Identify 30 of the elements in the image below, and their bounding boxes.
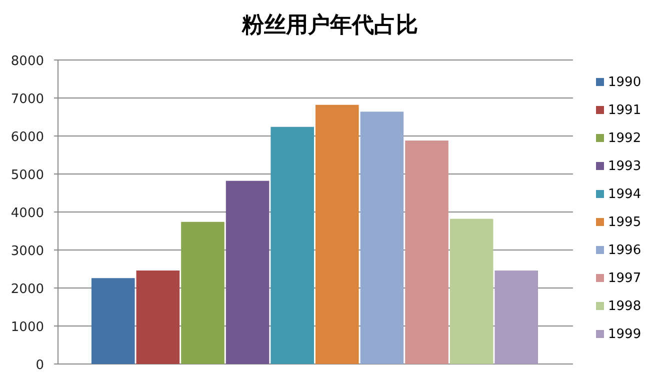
- bar: [316, 104, 359, 364]
- y-tick-label: 7000: [10, 92, 44, 107]
- legend-label: 1990: [608, 75, 642, 90]
- legend-label: 1995: [608, 215, 642, 230]
- legend-label: 1996: [608, 243, 642, 258]
- bar: [360, 112, 404, 364]
- legend-label: 1992: [608, 131, 642, 146]
- bar: [91, 278, 135, 364]
- bar: [405, 140, 448, 364]
- y-tick-label: 2000: [10, 282, 44, 297]
- legend-label: 1993: [608, 159, 642, 174]
- bar: [181, 222, 224, 364]
- y-tick-label: 5000: [10, 168, 44, 183]
- legend-label: 1991: [608, 103, 642, 118]
- y-tick-label: 8000: [10, 54, 44, 69]
- chart-title: 粉丝用户年代占比: [241, 12, 418, 38]
- legend-label: 1997: [608, 271, 642, 286]
- legend-label: 1998: [608, 299, 642, 314]
- y-tick-label: 6000: [10, 130, 44, 145]
- bar: [494, 270, 538, 364]
- bar: [226, 180, 270, 364]
- bar: [450, 218, 494, 364]
- bar: [270, 126, 314, 364]
- legend-label: 1994: [608, 187, 642, 202]
- bar: [136, 270, 180, 364]
- y-tick-label: 4000: [10, 206, 44, 221]
- legend-label: 1999: [608, 327, 642, 342]
- y-tick-label: 0: [36, 358, 44, 373]
- y-tick-label: 3000: [10, 244, 44, 259]
- y-tick-label: 1000: [10, 320, 44, 335]
